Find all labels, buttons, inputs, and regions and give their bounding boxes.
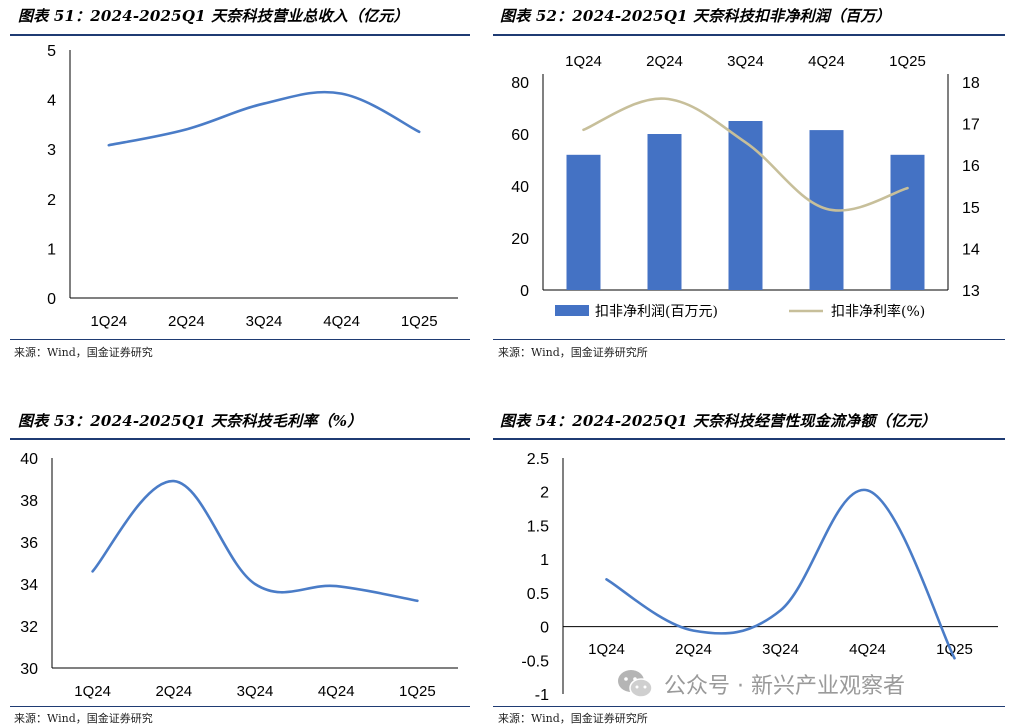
y-tick-label-left: 40 — [511, 179, 529, 196]
bar — [728, 121, 763, 290]
x-tick-label: 1Q25 — [399, 683, 436, 700]
y-tick-label-left: 80 — [511, 75, 529, 92]
y-tick-label: 40 — [20, 451, 38, 468]
title-rule — [10, 438, 470, 440]
y-tick-label: 36 — [20, 535, 38, 552]
net-profit-combo-chart: 0 20 40 60 80 13 14 15 16 17 18 1Q24 2Q24 3Q24 4Q24 1Q2… — [511, 53, 980, 320]
source-rule — [10, 339, 470, 340]
chart-title-revenue: 图表 51：2024-2025Q1 天奈科技营业总收入（亿元） — [18, 7, 409, 25]
wechat-icon — [618, 670, 653, 698]
x-tick-label: 1Q24 — [588, 641, 625, 658]
operating-cash-flow-line-chart: -1 -0.5 0 0.5 1 1.5 2 2.5 1Q24 2Q24 3Q24 4Q24 1Q25 — [521, 451, 998, 704]
gross-margin-line-chart: 30 32 34 36 38 40 1Q24 2Q24 3Q24 4Q24 1Q25 — [20, 451, 458, 700]
x-tick-label: 4Q24 — [808, 53, 845, 70]
revenue-series-line — [107, 90, 421, 147]
x-tick-label: 4Q24 — [323, 313, 360, 330]
source-note-net-profit: 来源：Wind，国金证券研究所 — [498, 346, 648, 359]
y-tick-label: -1 — [535, 687, 549, 704]
x-tick-label: 4Q24 — [849, 641, 886, 658]
y-tick-label-right: 15 — [962, 200, 980, 217]
cash-flow-series-line — [605, 488, 956, 660]
legend-swatch-bar — [555, 305, 589, 316]
x-tick-label: 3Q24 — [727, 53, 764, 70]
legend-label-line: 扣非净利率(%) — [831, 303, 925, 320]
y-tick-label: 38 — [20, 493, 38, 510]
source-note-revenue: 来源：Wind，国金证券研究 — [14, 346, 153, 359]
y-tick-label: 5 — [47, 43, 56, 60]
x-tick-label: 2Q24 — [646, 53, 683, 70]
source-note-gross-margin: 来源：Wind，国金证券研究 — [14, 712, 153, 725]
bar — [566, 154, 601, 290]
y-tick-label-right: 16 — [962, 158, 980, 175]
source-rule — [493, 339, 1005, 340]
chart-title-operating-cash-flow: 图表 54：2024-2025Q1 天奈科技经营性现金流净额（亿元） — [500, 412, 937, 430]
y-tick-label: 1 — [540, 552, 549, 569]
chart-title-gross-margin: 图表 53：2024-2025Q1 天奈科技毛利率（%） — [18, 412, 363, 430]
x-tick-label: 3Q24 — [762, 641, 799, 658]
source-rule — [10, 706, 470, 707]
source-rule — [493, 706, 1005, 707]
y-tick-label: 1 — [47, 241, 56, 258]
x-tick-label: 2Q24 — [168, 313, 205, 330]
y-tick-label: 2 — [47, 192, 56, 209]
x-tick-label: 4Q24 — [318, 683, 355, 700]
revenue-line-chart: 0 1 2 3 4 5 1Q24 2Q24 3Q24 4Q24 1Q25 — [47, 43, 458, 330]
x-tick-label: 1Q24 — [90, 313, 127, 330]
title-rule — [10, 34, 470, 36]
y-tick-label: 0 — [47, 291, 56, 308]
x-tick-label: 3Q24 — [237, 683, 274, 700]
y-tick-label: 32 — [20, 619, 38, 636]
x-tick-label: 1Q24 — [74, 683, 111, 700]
chart-title-net-profit: 图表 52：2024-2025Q1 天奈科技扣非净利润（百万） — [500, 7, 891, 25]
y-tick-label: 1.5 — [527, 518, 549, 535]
title-rule — [493, 438, 1005, 440]
y-tick-label: 2.5 — [527, 451, 549, 468]
x-tick-label: 2Q24 — [155, 683, 192, 700]
x-tick-label: 1Q24 — [565, 53, 602, 70]
y-tick-label: 34 — [20, 577, 38, 594]
x-tick-label: 3Q24 — [246, 313, 283, 330]
y-tick-label: -0.5 — [521, 653, 549, 670]
bar — [647, 134, 682, 290]
y-tick-label: 2 — [540, 485, 549, 502]
bar — [890, 154, 925, 290]
legend-label-bar: 扣非净利润(百万元) — [595, 304, 718, 320]
y-tick-label-left: 0 — [520, 283, 529, 300]
y-tick-label: 4 — [47, 93, 56, 110]
y-tick-label-right: 13 — [962, 283, 980, 300]
gross-margin-series-line — [91, 479, 419, 603]
y-tick-label-right: 17 — [962, 117, 980, 134]
x-tick-label: 1Q25 — [936, 641, 973, 658]
y-tick-label: 3 — [47, 142, 56, 159]
x-tick-label: 2Q24 — [675, 641, 712, 658]
y-tick-label-left: 20 — [511, 231, 529, 248]
x-tick-label: 1Q25 — [889, 53, 926, 70]
watermark: 公众号 · 新兴产业观察者 — [616, 668, 905, 700]
net-margin-series-line — [582, 97, 909, 212]
x-tick-label: 1Q25 — [401, 313, 438, 330]
y-tick-label: 30 — [20, 661, 38, 678]
y-tick-label: 0.5 — [527, 586, 549, 603]
y-tick-label-right: 14 — [962, 241, 980, 258]
y-tick-label: 0 — [540, 620, 549, 637]
y-tick-label-left: 60 — [511, 127, 529, 144]
source-note-operating-cash-flow: 来源：Wind，国金证券研究所 — [498, 712, 648, 725]
y-tick-label-right: 18 — [962, 75, 980, 92]
watermark-text: 公众号 · 新兴产业观察者 — [664, 674, 905, 699]
title-rule — [493, 34, 1005, 36]
